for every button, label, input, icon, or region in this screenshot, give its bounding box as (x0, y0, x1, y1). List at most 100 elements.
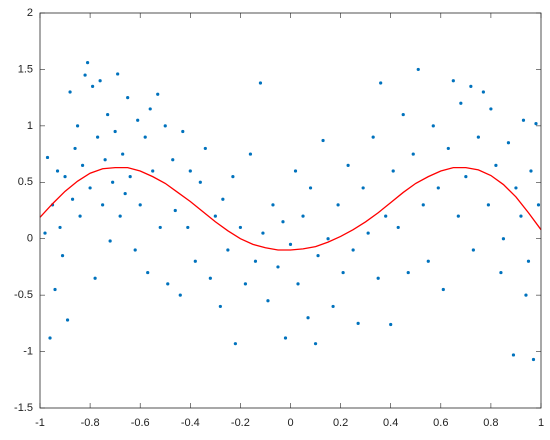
scatter-point (469, 84, 473, 88)
scatter-point (68, 90, 72, 94)
scatter-point (231, 175, 235, 179)
scatter-point (283, 336, 288, 340)
scatter-point (101, 203, 105, 207)
scatter-point (58, 225, 62, 230)
scatter-point (321, 138, 325, 143)
scatter-point (70, 197, 75, 201)
scatter-point (171, 158, 175, 162)
scatter-point (416, 67, 420, 72)
scatter-point (63, 175, 67, 179)
scatter-point (266, 299, 270, 303)
scatter-point (421, 203, 425, 207)
scatter-point (73, 146, 77, 151)
scatter-point (494, 163, 498, 167)
scatter-point (464, 175, 468, 179)
scatter-point (128, 175, 132, 179)
x-tick-label: 0 (287, 417, 293, 429)
scatter-point (53, 287, 57, 292)
scatter-point (65, 318, 70, 322)
scatter-point (276, 265, 280, 269)
scatter-point (426, 259, 430, 263)
scatter-point (351, 248, 355, 252)
scatter-point (536, 203, 541, 207)
scatter-point (93, 276, 97, 280)
scatter-point (406, 270, 410, 275)
scatter-point (411, 152, 415, 156)
scatter-point (138, 203, 142, 207)
scatter-point (233, 342, 237, 346)
x-tick-label: -0.4 (181, 417, 200, 429)
scatter-point (60, 254, 65, 258)
scatter-point (456, 214, 460, 218)
scatter-point (116, 72, 120, 76)
scatter-point (519, 214, 523, 218)
scatter-point (476, 135, 480, 139)
scatter-point (481, 90, 485, 94)
scatter-point (226, 248, 230, 252)
scatter-point (258, 81, 263, 85)
scatter-point (401, 112, 405, 117)
scatter-point (166, 282, 170, 286)
scatter-point (193, 259, 197, 263)
scatter-point (271, 203, 275, 207)
y-tick-label: 2 (27, 7, 33, 19)
scatter-point (389, 322, 393, 327)
scatter-point (489, 107, 493, 111)
scatter-point (313, 342, 318, 346)
x-tick-label: 0.8 (483, 417, 498, 429)
scatter-point (156, 92, 160, 96)
scatter-point (146, 270, 150, 275)
scatter-point (55, 169, 60, 173)
scatter-point (111, 180, 115, 184)
scatter-point (181, 129, 185, 134)
scatter-point (88, 186, 92, 190)
x-tick-label: 1 (538, 417, 544, 429)
scatter-point (213, 214, 217, 218)
y-tick-label: -1 (23, 345, 33, 357)
scatter-point (78, 214, 82, 218)
scatter-point (391, 169, 395, 173)
scatter-point (331, 304, 335, 309)
scatter-point (103, 158, 107, 162)
scatter-point (529, 169, 533, 173)
scatter-point (459, 101, 463, 105)
scatter-point (379, 81, 383, 85)
scatter-point (336, 203, 340, 207)
scatter-point (384, 214, 388, 218)
y-tick-label: 1.5 (18, 63, 33, 75)
scatter-point (158, 225, 162, 230)
scatter-point (531, 357, 536, 362)
scatter-point (326, 237, 330, 241)
scatter-point (118, 214, 122, 218)
scatter-point (436, 186, 440, 190)
scatter-point (261, 231, 265, 235)
scatter-point (98, 79, 102, 83)
scatter-point (83, 73, 87, 77)
scatter-point (123, 191, 127, 196)
scatter-point (221, 197, 225, 201)
scatter-point (396, 225, 400, 230)
y-tick-label: 0.5 (18, 176, 33, 188)
scatter-point (514, 186, 518, 190)
scatter-point (521, 118, 526, 122)
scatter-point (238, 225, 242, 230)
scatter-point (203, 146, 207, 151)
scatter-point (346, 163, 350, 167)
scatter-point (341, 270, 345, 275)
scatter-point (108, 239, 112, 243)
scatter-point (48, 336, 52, 340)
scatter-point (288, 242, 293, 246)
scatter-point (106, 112, 110, 117)
scatter-point (499, 270, 503, 275)
scatter-point (534, 122, 538, 126)
scatter-point (163, 124, 167, 128)
scatter-point (80, 163, 85, 167)
y-tick-label: -1.5 (14, 402, 33, 414)
scatter-point (173, 208, 177, 213)
scatter-point (486, 203, 490, 207)
scatter-point (243, 282, 248, 286)
scatter-point (356, 321, 360, 325)
scatter-point (371, 135, 375, 139)
scatter-point (306, 316, 310, 320)
